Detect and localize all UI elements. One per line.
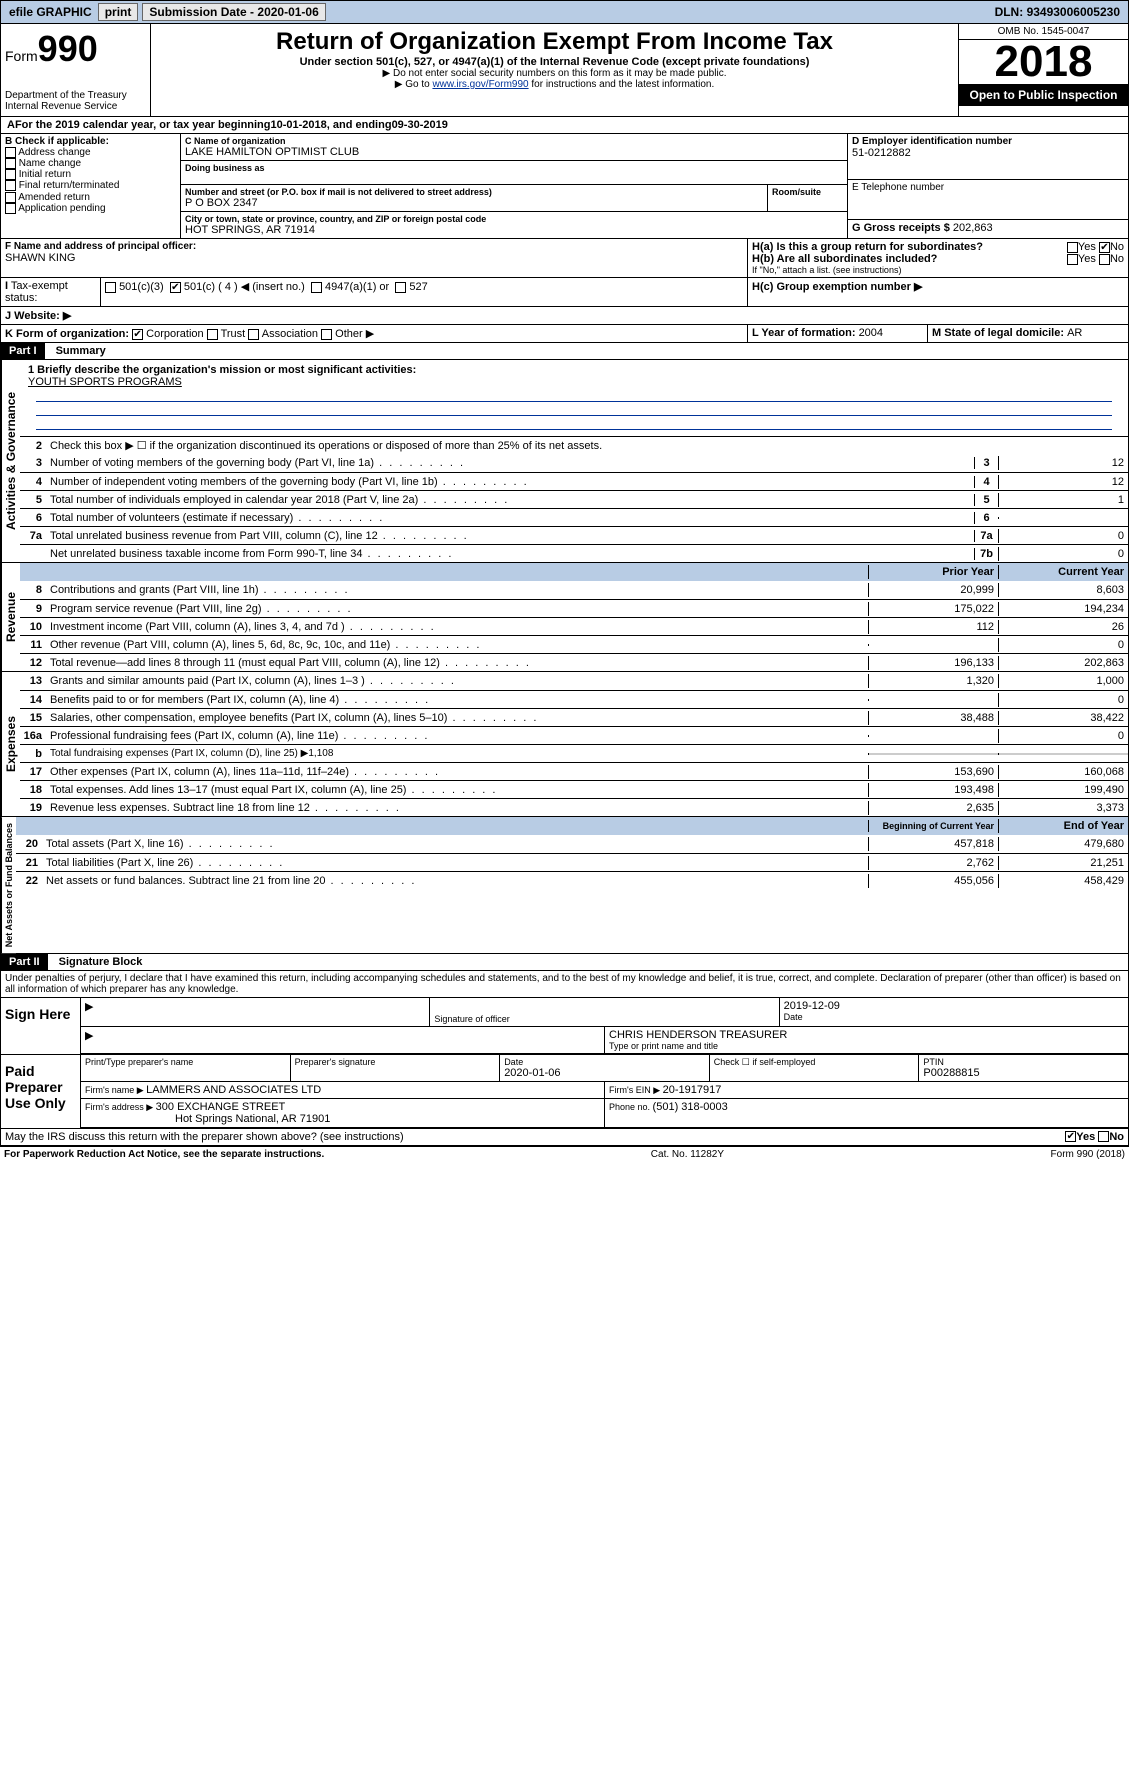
summary-line: 15Salaries, other compensation, employee… xyxy=(20,708,1128,726)
entity-info-row: B Check if applicable: Address change Na… xyxy=(0,134,1129,239)
section-b: B Check if applicable: Address change Na… xyxy=(1,134,181,238)
summary-line: 18Total expenses. Add lines 13–17 (must … xyxy=(20,780,1128,798)
mission: YOUTH SPORTS PROGRAMS xyxy=(28,376,1120,388)
chk-name-change[interactable]: Name change xyxy=(5,158,176,169)
section-h: H(a) Is this a group return for subordin… xyxy=(748,239,1128,277)
summary-line: 14Benefits paid to or for members (Part … xyxy=(20,690,1128,708)
form990-link[interactable]: www.irs.gov/Form990 xyxy=(432,79,528,90)
summary-line: 21Total liabilities (Part X, line 26)2,7… xyxy=(16,853,1128,871)
summary-line: 22Net assets or fund balances. Subtract … xyxy=(16,871,1128,889)
website-row: J Website: ▶ xyxy=(0,307,1129,325)
ein: 51-0212882 xyxy=(852,147,1124,159)
summary-line: 5Total number of individuals employed in… xyxy=(20,490,1128,508)
dln-label: DLN: 93493006005230 xyxy=(995,5,1120,19)
chk-app-pending[interactable]: Application pending xyxy=(5,203,176,214)
chk-final-return[interactable]: Final return/terminated xyxy=(5,180,176,191)
form-subtitle: Under section 501(c), 527, or 4947(a)(1)… xyxy=(155,56,954,68)
summary-line: 13Grants and similar amounts paid (Part … xyxy=(20,672,1128,690)
revenue-section: Revenue Prior Year Current Year 8Contrib… xyxy=(0,563,1129,672)
paid-preparer-block: Paid Preparer Use Only Print/Type prepar… xyxy=(0,1055,1129,1129)
perjury-declaration: Under penalties of perjury, I declare th… xyxy=(0,971,1129,998)
part2-header: Part II Signature Block xyxy=(0,954,1129,971)
efile-label: efile GRAPHIC xyxy=(9,5,92,19)
expenses-section: Expenses 13Grants and similar amounts pa… xyxy=(0,672,1129,817)
net-assets-section: Net Assets or Fund Balances Beginning of… xyxy=(0,817,1129,954)
org-form-row: K Form of organization: ✔ Corporation Tr… xyxy=(0,325,1129,343)
summary-line: bTotal fundraising expenses (Part IX, co… xyxy=(20,744,1128,762)
summary-line: 16aProfessional fundraising fees (Part I… xyxy=(20,726,1128,744)
discuss-row: May the IRS discuss this return with the… xyxy=(0,1129,1129,1146)
sign-here-block: Sign Here ▶ Signature of officer 2019-12… xyxy=(0,998,1129,1055)
open-public-badge: Open to Public Inspection xyxy=(959,84,1128,106)
summary-line: 4Number of independent voting members of… xyxy=(20,472,1128,490)
summary-line: 6Total number of volunteers (estimate if… xyxy=(20,508,1128,526)
summary-line: 17Other expenses (Part IX, column (A), l… xyxy=(20,762,1128,780)
irs-label: Internal Revenue Service xyxy=(5,101,146,112)
summary-line: 9Program service revenue (Part VIII, lin… xyxy=(20,599,1128,617)
section-c: C Name of organization LAKE HAMILTON OPT… xyxy=(181,134,848,238)
org-name: LAKE HAMILTON OPTIMIST CLUB xyxy=(185,146,843,158)
form-header: Form990 Department of the Treasury Inter… xyxy=(0,24,1129,117)
summary-line: 3Number of voting members of the governi… xyxy=(20,454,1128,472)
officer-name: CHRIS HENDERSON TREASURER xyxy=(609,1029,1124,1041)
org-address: P O BOX 2347 xyxy=(185,197,763,209)
summary-line: 19Revenue less expenses. Subtract line 1… xyxy=(20,798,1128,816)
ssn-note: ▶ Do not enter social security numbers o… xyxy=(155,68,954,79)
summary-line: 10Investment income (Part VIII, column (… xyxy=(20,617,1128,635)
form-title: Return of Organization Exempt From Incom… xyxy=(155,28,954,56)
chk-amended[interactable]: Amended return xyxy=(5,192,176,203)
chk-address-change[interactable]: Address change xyxy=(5,147,176,158)
summary-line: Net unrelated business taxable income fr… xyxy=(20,544,1128,562)
form-number: Form990 xyxy=(5,28,146,70)
part1-header: Part I Summary xyxy=(0,343,1129,360)
footer: For Paperwork Reduction Act Notice, see … xyxy=(0,1146,1129,1162)
tax-year: 2018 xyxy=(959,40,1128,84)
principal-officer: SHAWN KING xyxy=(5,252,743,264)
section-deg: D Employer identification number 51-0212… xyxy=(848,134,1128,238)
tax-year-row: A For the 2019 calendar year, or tax yea… xyxy=(0,117,1129,134)
gross-receipts: 202,863 xyxy=(953,222,993,234)
tax-exempt-row: I Tax-exempt status: 501(c)(3) ✔ 501(c) … xyxy=(0,278,1129,307)
chk-initial-return[interactable]: Initial return xyxy=(5,169,176,180)
summary-line: 20Total assets (Part X, line 16)457,8184… xyxy=(16,835,1128,853)
summary-line: 12Total revenue—add lines 8 through 11 (… xyxy=(20,653,1128,671)
org-city: HOT SPRINGS, AR 71914 xyxy=(185,224,843,236)
submission-date-button[interactable]: Submission Date - 2020-01-06 xyxy=(142,3,325,21)
dept-treasury: Department of the Treasury xyxy=(5,90,146,101)
top-bar: efile GRAPHIC print Submission Date - 20… xyxy=(0,0,1129,24)
summary-line: 8Contributions and grants (Part VIII, li… xyxy=(20,581,1128,599)
goto-note: ▶ Go to www.irs.gov/Form990 for instruct… xyxy=(155,79,954,90)
officer-row: F Name and address of principal officer:… xyxy=(0,239,1129,278)
summary-line: 11Other revenue (Part VIII, column (A), … xyxy=(20,635,1128,653)
activities-governance: Activities & Governance 1 Briefly descri… xyxy=(0,360,1129,563)
summary-line: 7aTotal unrelated business revenue from … xyxy=(20,526,1128,544)
print-button[interactable]: print xyxy=(98,3,139,21)
